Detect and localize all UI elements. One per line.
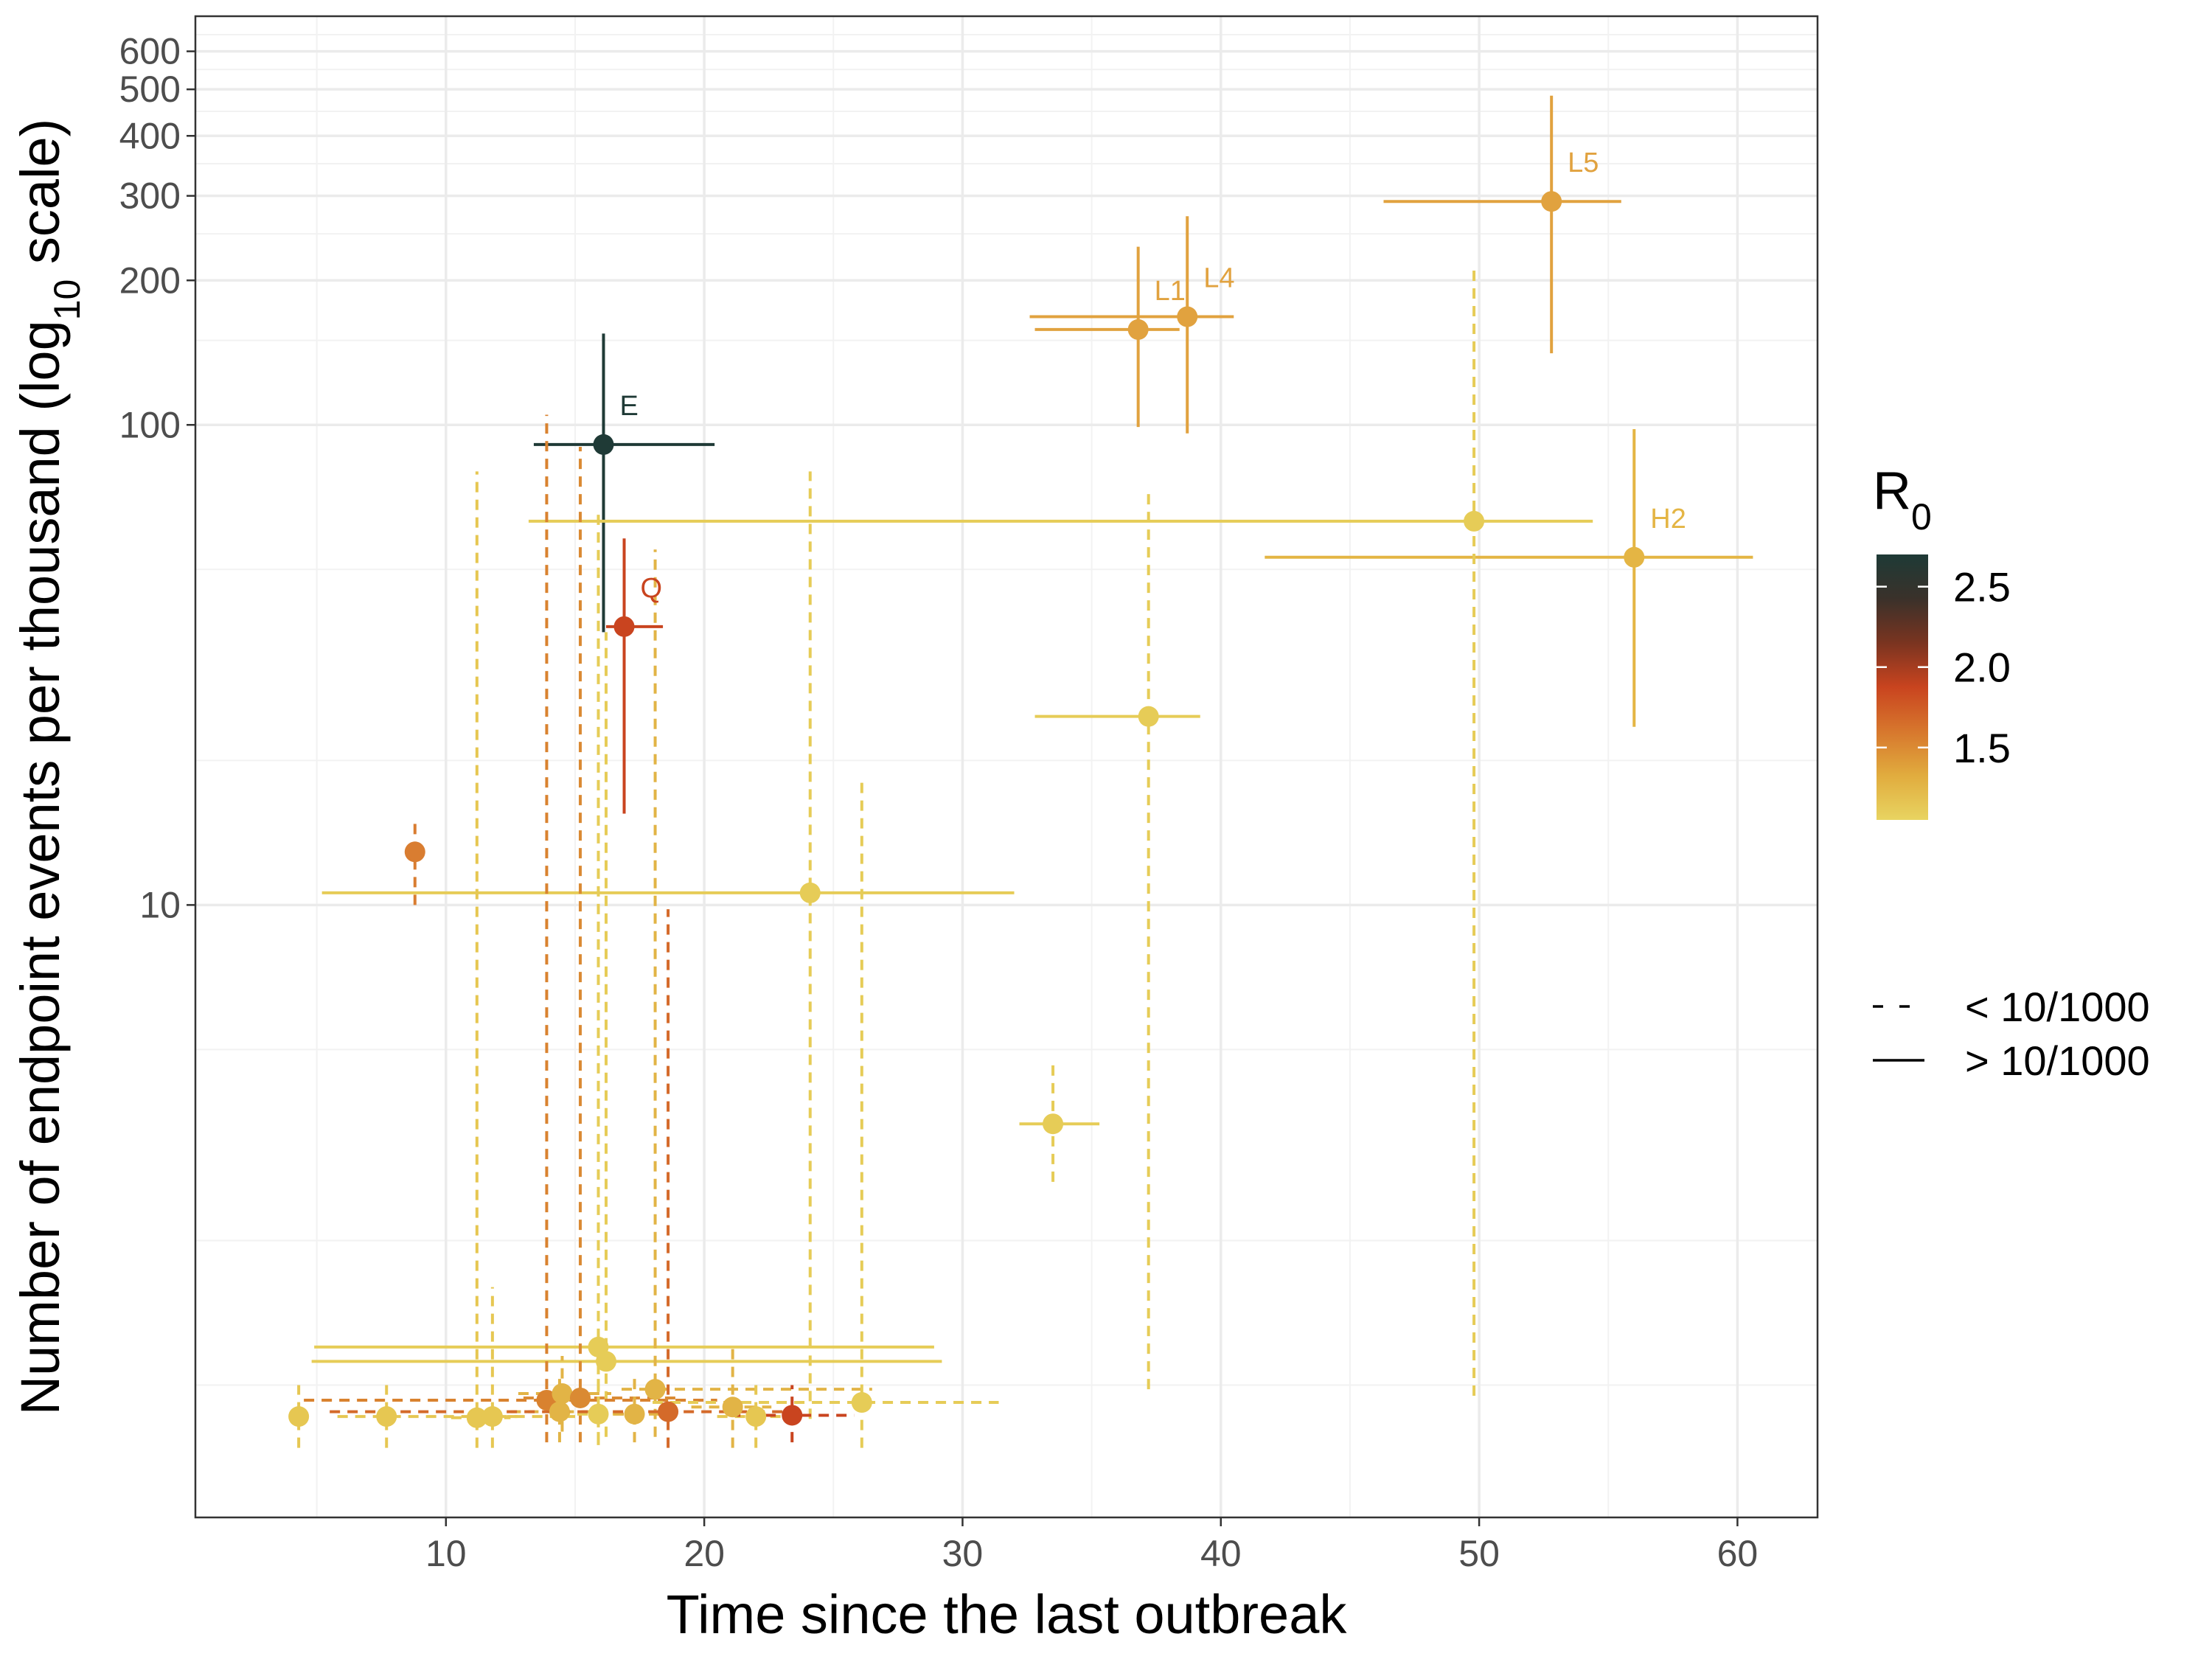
y-tick-label: 100 xyxy=(119,404,181,445)
data-point xyxy=(1541,191,1562,212)
x-tick-label: 60 xyxy=(1717,1533,1759,1574)
data-point xyxy=(569,1387,591,1408)
data-point xyxy=(1127,319,1149,340)
data-point xyxy=(644,1379,666,1400)
data-point xyxy=(624,1403,645,1425)
panel-border xyxy=(194,15,1819,1519)
data-point xyxy=(1177,306,1198,327)
x-tick-label: 10 xyxy=(425,1533,467,1574)
data-point xyxy=(596,1351,617,1372)
data-point xyxy=(552,1383,573,1405)
color-legend-tick-label: 1.5 xyxy=(1953,725,2011,771)
data-point xyxy=(588,1403,609,1425)
y-tick-label: 500 xyxy=(119,69,181,110)
color-legend: R0 1.5 2.0 2.5 xyxy=(1873,462,2011,820)
x-tick-label: 20 xyxy=(684,1533,725,1574)
data-point xyxy=(1138,706,1159,727)
x-tick-label: 40 xyxy=(1200,1533,1242,1574)
linetype-legend-label: < 10/1000 xyxy=(1965,984,2150,1030)
data-point xyxy=(782,1405,803,1426)
y-axis-title-subscript: 10 xyxy=(46,279,88,321)
data-point xyxy=(404,841,425,863)
linetype-legend: < 10/1000 > 10/1000 xyxy=(1873,984,2150,1084)
color-legend-bar xyxy=(1877,554,1928,820)
point-label: L5 xyxy=(1568,147,1599,178)
color-legend-tick-label: 2.0 xyxy=(1953,644,2011,691)
x-tick-label: 30 xyxy=(942,1533,984,1574)
data-point xyxy=(376,1406,397,1427)
point-label: E xyxy=(620,391,639,422)
data-point xyxy=(1464,510,1485,532)
y-axis-title: Number of endpoint events per thousand (… xyxy=(10,119,88,1416)
point-label-layer: E Q L1 L4 L5 H2 xyxy=(620,147,1686,604)
data-point xyxy=(466,1407,487,1428)
data-point xyxy=(288,1406,310,1427)
color-legend-title-main: R xyxy=(1873,462,1911,521)
data-point xyxy=(658,1401,679,1422)
y-tick-label: 10 xyxy=(139,884,181,925)
data-point xyxy=(745,1406,767,1427)
grid-layer xyxy=(195,16,1818,1517)
y-axis-title-main: Number of endpoint events per thousand (… xyxy=(10,320,71,1415)
data-point xyxy=(1043,1113,1064,1135)
x-tick-label: 50 xyxy=(1458,1533,1500,1574)
point-layer xyxy=(288,191,1645,1428)
point-label: Q xyxy=(641,573,663,604)
point-label: L1 xyxy=(1155,276,1186,307)
data-point xyxy=(722,1397,743,1418)
color-legend-tick-label: 2.5 xyxy=(1953,564,2011,611)
y-tick-label: 300 xyxy=(119,175,181,217)
y-tick-label: 200 xyxy=(119,260,181,301)
data-point xyxy=(799,882,821,903)
y-tick-label: 400 xyxy=(119,115,181,156)
data-point xyxy=(549,1401,570,1422)
data-point xyxy=(851,1392,872,1413)
linetype-legend-label: > 10/1000 xyxy=(1965,1037,2150,1084)
data-point xyxy=(481,1406,503,1427)
y-axis-title-end: scale) xyxy=(10,119,71,279)
point-label: L4 xyxy=(1203,263,1234,294)
point-label: H2 xyxy=(1650,504,1686,535)
data-point xyxy=(613,616,635,637)
x-axis-title: Time since the last outbreak xyxy=(667,1584,1348,1645)
data-point xyxy=(593,434,614,455)
color-legend-title-subscript: 0 xyxy=(1911,496,1932,538)
data-point xyxy=(1624,546,1645,568)
errorbar-layer xyxy=(297,95,1753,1448)
panel-background xyxy=(195,16,1818,1517)
y-tick-label: 600 xyxy=(119,31,181,72)
color-legend-title: R0 xyxy=(1873,462,1932,538)
